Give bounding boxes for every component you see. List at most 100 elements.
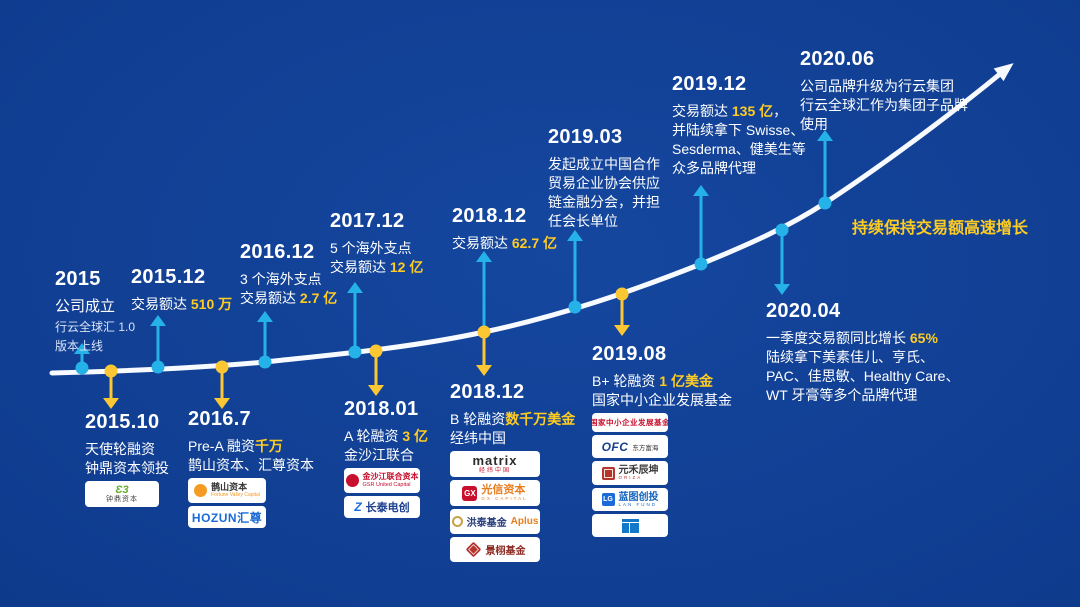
timeline-dot bbox=[775, 223, 789, 237]
milestone-2019-08: 2019.08 B+ 轮融资 1 亿美金 国家中小企业发展基金 国家中小企业发展… bbox=[592, 343, 732, 537]
gx-logo-icon: GX bbox=[462, 485, 478, 501]
up-arrow-icon bbox=[476, 251, 492, 328]
milestone-text: 鹊山资本、汇尊资本 bbox=[188, 457, 314, 473]
milestone-text: 众多品牌代理 bbox=[672, 160, 756, 176]
logo-text: matrix bbox=[472, 452, 518, 468]
logo-lantu-ventures: LG 蓝图创投 LAN FUND bbox=[592, 488, 668, 511]
logo-subtext: Fortune Valley Capital bbox=[211, 491, 260, 498]
down-arrow-icon bbox=[103, 377, 119, 409]
logo-queshan-capital: 鹊山资本 Fortune Valley Capital bbox=[188, 478, 266, 503]
up-arrow-icon bbox=[150, 315, 166, 362]
logo-subtext: ORIZA bbox=[618, 475, 643, 481]
milestone-date: 2015.12 bbox=[131, 266, 206, 288]
logo-zhongding-capital: Ɛ3 钟鼎资本 bbox=[85, 481, 159, 507]
down-arrow-icon bbox=[774, 236, 790, 295]
highlight-value: 2.7 亿 bbox=[299, 290, 338, 306]
milestone-text: 链金融分会，并担 bbox=[548, 194, 660, 210]
milestone-text: WT 牙膏等多个品牌代理 bbox=[766, 387, 918, 403]
logo-text: 景栩基金 bbox=[485, 546, 526, 557]
milestone-text: 行云全球汇作为集团子品牌 bbox=[800, 97, 968, 113]
milestone-text: B+ 轮融资 bbox=[592, 373, 660, 389]
milestone-text: 并陆续拿下 Swisse、 bbox=[672, 122, 805, 138]
highlight-value: 135 亿 bbox=[731, 103, 774, 119]
logo-national-sme-fund: 国家中小企业发展基金 bbox=[592, 413, 668, 432]
milestone-text: 公司品牌升级为行云集团 bbox=[800, 78, 954, 94]
logo-ofc: OFC 东方富海 bbox=[592, 435, 668, 458]
up-arrow-icon bbox=[567, 230, 583, 302]
logo-text: HOZUN汇尊 bbox=[191, 510, 263, 525]
logo-text: 长泰电创 bbox=[365, 502, 410, 514]
arrowhead-icon bbox=[993, 63, 1014, 82]
milestone-text: ， bbox=[773, 103, 788, 119]
logo-subtext: 东方富海 bbox=[632, 444, 659, 452]
milestone-text: B 轮融资 bbox=[450, 411, 506, 427]
logo-grid-fund bbox=[592, 514, 668, 537]
up-arrow-icon bbox=[693, 185, 709, 259]
logo-text: 金沙江联合资本 bbox=[362, 472, 419, 482]
down-arrow-icon bbox=[368, 357, 384, 396]
timeline-dot bbox=[348, 345, 362, 359]
logo-text: 光信资本 bbox=[481, 484, 526, 497]
queshan-logo-icon bbox=[194, 484, 208, 497]
milestone-date: 2020.04 bbox=[766, 300, 841, 322]
milestone-text: 贸易企业协会供应 bbox=[548, 175, 660, 191]
milestone-text: 公司成立 bbox=[55, 298, 116, 315]
highlight-value: 65% bbox=[909, 330, 938, 346]
hongtai-logo-icon bbox=[451, 516, 463, 527]
milestone-note: 版本上线 bbox=[55, 339, 104, 353]
down-arrow-icon bbox=[476, 338, 492, 376]
milestone-2020-06: 2020.06 公司品牌升级为行云集团 行云全球汇作为集团子品牌 使用 bbox=[800, 48, 968, 134]
milestone-date: 2018.12 bbox=[450, 381, 525, 403]
logo-matrix-china: matrix 经纬中国 bbox=[450, 451, 540, 477]
logo-hongtai-aplus: 洪泰基金 Aplus bbox=[450, 509, 540, 534]
milestone-2018-12-below: 2018.12 B 轮融资数千万美金 经纬中国 matrix 经纬中国 GX 光… bbox=[450, 381, 575, 562]
milestone-2019-12: 2019.12 交易额达 135 亿， 并陆续拿下 Swisse、 Sesder… bbox=[672, 73, 806, 178]
milestone-text: 交易额达 bbox=[240, 290, 300, 306]
milestone-date: 2019.12 bbox=[672, 73, 747, 95]
up-arrow-icon bbox=[347, 282, 363, 348]
jingxu-seal-icon bbox=[465, 541, 481, 558]
milestone-date: 2016.12 bbox=[240, 241, 315, 263]
timeline-dot bbox=[615, 287, 629, 301]
logo-text: 鹊山资本 bbox=[211, 481, 248, 492]
timeline-dot bbox=[75, 361, 89, 375]
milestone-text: 钟鼎资本领投 bbox=[85, 460, 169, 476]
milestone-2017-12: 2017.12 5 个海外支点 交易额达 12 亿 bbox=[330, 210, 423, 277]
logo-text: 蓝图创投 bbox=[618, 491, 659, 503]
highlight-value: 62.7 亿 bbox=[511, 235, 558, 251]
milestone-text: 交易额达 bbox=[452, 235, 512, 251]
milestone-text: 陆续拿下美素佳儿、亨氏、 bbox=[766, 349, 934, 365]
milestone-text: 3 个海外支点 bbox=[240, 271, 322, 287]
logo-hozun: HOZUN汇尊 bbox=[188, 506, 266, 528]
timeline-dot bbox=[258, 355, 272, 369]
milestone-date: 2015.10 bbox=[85, 411, 160, 433]
logo-changtai: Z 长泰电创 bbox=[344, 496, 420, 518]
timeline-dot bbox=[818, 196, 832, 210]
yuanhe-seal-icon bbox=[601, 466, 615, 480]
milestone-text: PAC、佳思敏、Healthy Care、 bbox=[766, 368, 960, 384]
logo-text: 洪泰基金 bbox=[466, 518, 507, 529]
up-arrow-icon bbox=[74, 343, 90, 364]
milestone-2016-7: 2016.7 Pre-A 融资千万 鹊山资本、汇尊资本 鹊山资本 Fortune… bbox=[188, 408, 314, 528]
logo-gx-capital: GX 光信资本 GX CAPITAL bbox=[450, 480, 540, 506]
milestone-2019-03: 2019.03 发起成立中国合作 贸易企业协会供应 链金融分会，并担 任会长单位 bbox=[548, 126, 660, 231]
down-arrow-icon bbox=[214, 373, 230, 409]
timeline-dot bbox=[369, 344, 383, 358]
milestone-date: 2019.08 bbox=[592, 343, 667, 365]
timeline-dot bbox=[104, 364, 118, 378]
changtai-logo-icon: Z bbox=[354, 500, 362, 514]
milestone-text: 国家中小企业发展基金 bbox=[592, 392, 732, 408]
milestone-2020-04: 2020.04 一季度交易额同比增长 65% 陆续拿下美素佳儿、亨氏、 PAC、… bbox=[766, 300, 959, 405]
timeline-dot bbox=[215, 360, 229, 374]
milestone-text: 一季度交易额同比增长 bbox=[766, 330, 910, 346]
timeline-dot bbox=[694, 257, 708, 271]
milestone-text: 任会长单位 bbox=[548, 213, 618, 229]
milestone-date: 2017.12 bbox=[330, 210, 405, 232]
milestone-text: Sesderma、健美生等 bbox=[672, 141, 806, 157]
milestone-2015-10: 2015.10 天使轮融资 钟鼎资本领投 Ɛ3 钟鼎资本 bbox=[85, 411, 169, 507]
logo-text: 国家中小企业发展基金 bbox=[592, 418, 668, 427]
milestone-note: 行云全球汇 1.0 bbox=[55, 320, 136, 334]
milestone-2018-01: 2018.01 A 轮融资 3 亿 金沙江联合 金沙江联合资本 GSR Unit… bbox=[344, 398, 428, 518]
highlight-value: 数千万美金 bbox=[505, 411, 576, 427]
